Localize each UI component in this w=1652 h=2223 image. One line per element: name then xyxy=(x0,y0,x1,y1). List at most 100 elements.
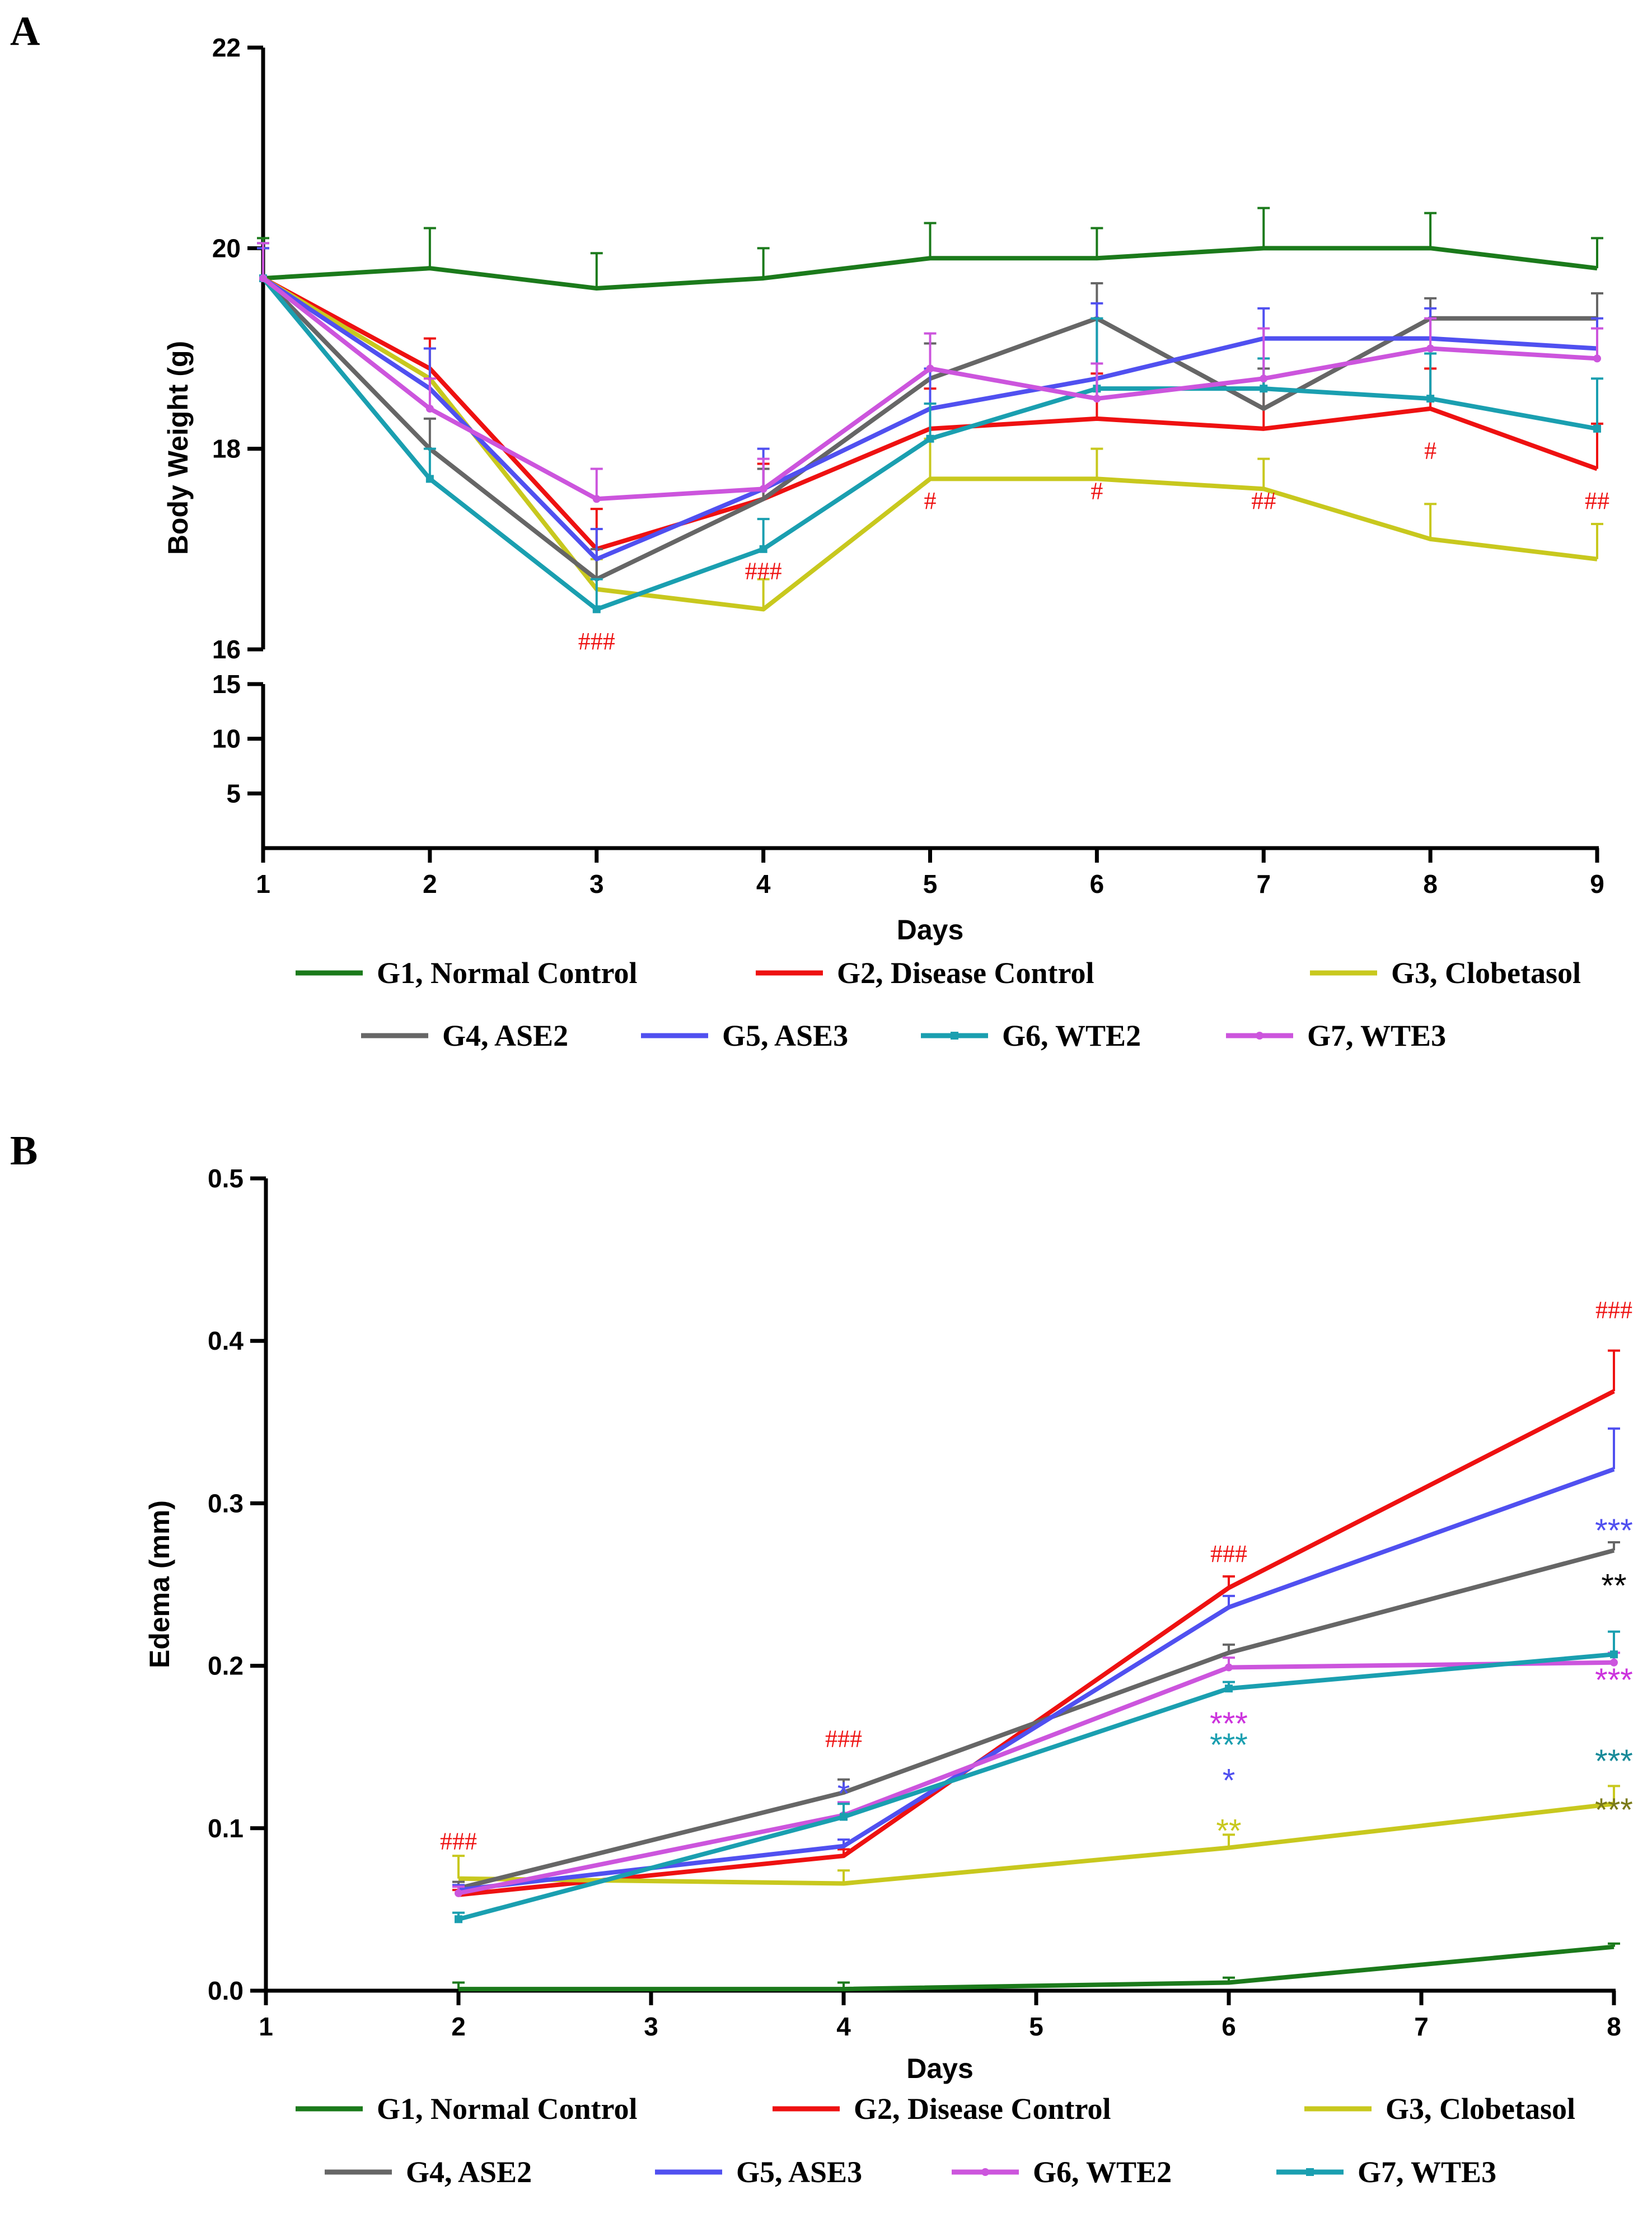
legend-entry-g6-wte2: G6, WTE2 xyxy=(952,2155,1172,2189)
x-tick-label: 3 xyxy=(644,2012,658,2041)
y-tick-label: 0.2 xyxy=(208,1651,244,1681)
y-tick-label-upper: 18 xyxy=(212,434,241,464)
legend-swatch-marker xyxy=(981,2168,989,2176)
series-line xyxy=(458,1660,1614,1896)
series-g4-ase2 xyxy=(452,1541,1620,1891)
series-g7-wte3 xyxy=(257,242,1603,503)
legend-entry-g3-clobetasol: G3, Clobetasol xyxy=(1304,2092,1575,2126)
significance-annotation: *** xyxy=(1210,1727,1248,1763)
series-g2-disease-control xyxy=(452,1349,1620,1897)
x-tick-label: 2 xyxy=(451,2012,466,2041)
significance-annotation: * xyxy=(1223,1763,1236,1799)
x-tick-label: 7 xyxy=(1256,869,1271,898)
x-axis-title: Days xyxy=(906,2053,974,2084)
significance-annotation: # xyxy=(924,487,937,514)
y-tick-label: 0.1 xyxy=(208,1814,244,1843)
significance-annotation: ### xyxy=(1210,1540,1247,1567)
significance-annotation: *** xyxy=(1595,1792,1633,1828)
series-line xyxy=(458,1944,1614,1992)
significance-annotation: ## xyxy=(1585,487,1609,514)
significance-annotation: ### xyxy=(578,628,615,655)
legend-entry-g3-clobetasol: G3, Clobetasol xyxy=(1310,956,1581,990)
significance-annotation: # xyxy=(1091,477,1103,504)
data-point xyxy=(425,475,434,483)
series-line xyxy=(261,276,1598,612)
data-point xyxy=(455,1915,462,1924)
legend-entry-g4-ase2: G4, ASE2 xyxy=(361,1019,568,1052)
significance-annotation: *** xyxy=(1595,1513,1633,1549)
legend-label: G2, Disease Control xyxy=(854,2092,1111,2126)
y-tick-label-lower: 15 xyxy=(212,670,241,699)
data-point xyxy=(592,605,601,614)
legend-label: G5, ASE3 xyxy=(736,2155,862,2189)
panel-label-a: A xyxy=(10,8,40,54)
significance-annotation: ** xyxy=(1216,1813,1241,1850)
x-tick-label: 2 xyxy=(423,869,437,898)
data-point xyxy=(759,545,767,553)
significance-annotation: ** xyxy=(1601,1568,1626,1604)
legend-entry-g1-normal-control: G1, Normal Control xyxy=(296,2092,637,2126)
data-point xyxy=(259,274,267,283)
data-point xyxy=(840,1813,848,1821)
data-point xyxy=(1225,1663,1233,1672)
data-point xyxy=(1225,1684,1233,1693)
significance-annotation: ### xyxy=(745,558,782,585)
series-g3-clobetasol xyxy=(452,1785,1620,1886)
legend-swatch-marker xyxy=(951,1032,958,1040)
x-tick-label: 5 xyxy=(923,869,938,898)
legend-entry-g5-ase3: G5, ASE3 xyxy=(655,2155,862,2189)
series-g1-normal-control xyxy=(257,207,1603,291)
x-tick-label: 9 xyxy=(1590,869,1604,898)
x-tick-label: 5 xyxy=(1029,2012,1043,2041)
significance-annotation: ### xyxy=(825,1725,862,1753)
data-point xyxy=(926,434,934,443)
legend-entry-g6-wte2: G6, WTE2 xyxy=(921,1019,1141,1052)
data-point xyxy=(425,405,434,413)
legend-label: G7, WTE3 xyxy=(1307,1019,1446,1052)
y-tick-label: 0.4 xyxy=(208,1326,244,1355)
significance-annotation: ## xyxy=(1251,487,1276,514)
x-tick-label: 6 xyxy=(1090,869,1105,898)
y-tick-label: 0.0 xyxy=(208,1976,244,2005)
series-line xyxy=(458,1467,1615,1893)
significance-annotation: ### xyxy=(1595,1297,1632,1324)
series-line xyxy=(458,1801,1614,1886)
series-line xyxy=(263,246,1598,291)
series-g7-wte3 xyxy=(452,1630,1620,1924)
data-point xyxy=(1260,375,1268,383)
series-g1-normal-control xyxy=(452,1942,1620,1992)
y-tick-label-upper: 22 xyxy=(212,33,241,62)
significance-annotation: *** xyxy=(1595,1662,1633,1698)
x-tick-label: 4 xyxy=(836,2012,851,2041)
legend-label: G4, ASE2 xyxy=(442,1019,568,1052)
legend-label: G1, Normal Control xyxy=(377,956,637,990)
legend-entry-g7-wte3: G7, WTE3 xyxy=(1226,1019,1446,1052)
legend-entry-g2-disease-control: G2, Disease Control xyxy=(773,2092,1111,2126)
y-tick-label-upper: 16 xyxy=(212,635,241,664)
data-point xyxy=(1593,354,1601,363)
y-axis-title: Edema (mm) xyxy=(144,1500,175,1668)
x-tick-label: 1 xyxy=(256,869,270,898)
series-line xyxy=(458,1389,1615,1897)
legend-label: G6, WTE2 xyxy=(1033,2155,1172,2189)
series-line xyxy=(457,1652,1614,1922)
y-tick-label-upper: 20 xyxy=(212,233,241,263)
significance-annotation: # xyxy=(1424,437,1436,465)
legend-entry-g7-wte3: G7, WTE3 xyxy=(1276,2155,1496,2189)
data-point xyxy=(1593,424,1601,433)
data-point xyxy=(1426,395,1435,403)
x-tick-label: 8 xyxy=(1607,2012,1621,2041)
legend-label: G7, WTE3 xyxy=(1358,2155,1496,2189)
legend-entry-g2-disease-control: G2, Disease Control xyxy=(756,956,1094,990)
data-point xyxy=(1260,385,1268,393)
data-point xyxy=(1610,1650,1618,1659)
panel-a-chart: 16 18 20 22 5 10 15 1 2 3 4 5 6 7 8 9 Days Body Weight (g… xyxy=(162,33,1609,1052)
series-g5-ase3 xyxy=(452,1427,1620,1893)
data-point xyxy=(592,495,601,503)
series-line xyxy=(458,1548,1615,1891)
legend-label: G3, Clobetasol xyxy=(1391,956,1581,990)
data-point xyxy=(455,1889,462,1897)
x-tick-label: 3 xyxy=(589,869,604,898)
y-axis-title: Body Weight (g) xyxy=(162,341,194,555)
